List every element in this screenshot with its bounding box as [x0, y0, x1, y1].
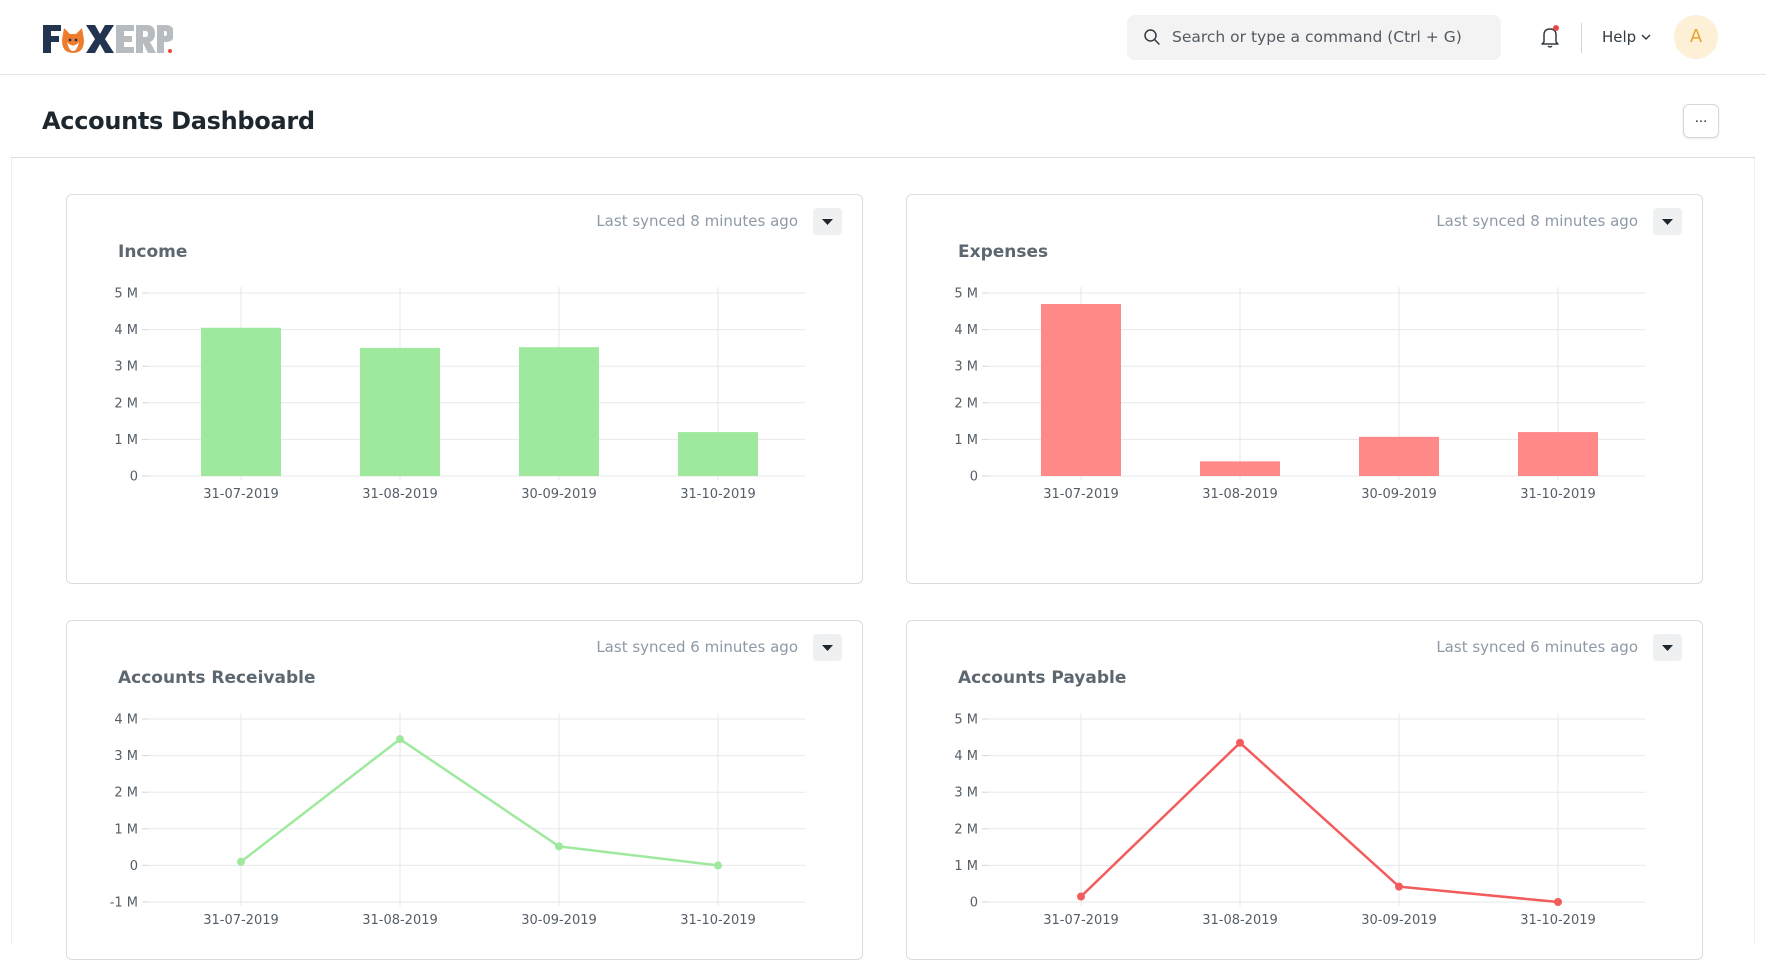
y-tick-label: 4 M	[954, 749, 978, 764]
x-tick-label: 30-09-2019	[521, 487, 597, 502]
page-header: Accounts Dashboard ...	[11, 76, 1755, 158]
widget-title: Expenses	[958, 242, 1049, 262]
data-point[interactable]	[1395, 882, 1403, 891]
bar[interactable]	[360, 347, 440, 476]
last-synced-label: Last synced 6 minutes ago	[1436, 638, 1638, 656]
income-chart-widget: Last synced 8 minutes ago Income 0 1 M 2 M…	[66, 194, 863, 584]
y-tick-label: 4 M	[114, 323, 138, 338]
data-point[interactable]	[714, 861, 722, 870]
y-tick-label: 3 M	[954, 360, 978, 375]
y-tick-label: 3 M	[114, 360, 138, 375]
widget-title: Accounts Payable	[958, 668, 1127, 688]
data-point[interactable]	[555, 842, 563, 851]
widget-title: Income	[118, 242, 188, 262]
search-icon	[1144, 29, 1160, 45]
series-line	[1080, 741, 1559, 904]
data-point[interactable]	[1554, 898, 1562, 906]
more-options-button[interactable]: ...	[1683, 104, 1719, 138]
bar[interactable]	[1359, 436, 1439, 476]
x-tick-label: 31-07-2019	[203, 913, 279, 928]
widget-dropdown-button[interactable]	[1653, 208, 1682, 235]
caret-down-icon	[1662, 219, 1673, 225]
x-tick-label: 31-07-2019	[203, 487, 279, 502]
x-tick-label: 30-09-2019	[1361, 913, 1437, 928]
widget-title: Accounts Receivable	[118, 668, 316, 688]
brand-logo[interactable]	[43, 22, 173, 54]
top-navbar: Search or type a command (Ctrl + G) Help…	[0, 0, 1766, 75]
help-menu[interactable]: Help	[1602, 28, 1637, 46]
data-point[interactable]	[1236, 738, 1244, 747]
accounts-receivable-line-chart: -1 M 0 1 M 2 M 3 M 4 M 31-07-2019 31-08-2019 30-…	[110, 713, 805, 928]
chevron-down-icon[interactable]	[1640, 32, 1652, 42]
x-tick-label: 31-08-2019	[362, 487, 438, 502]
x-tick-label: 31-07-2019	[1043, 913, 1119, 928]
bar[interactable]	[1518, 432, 1598, 476]
navbar-divider	[1581, 23, 1582, 53]
expenses-chart-widget: Last synced 8 minutes ago Expenses 0 1 M 2…	[906, 194, 1703, 584]
x-tick-label: 31-07-2019	[1043, 487, 1119, 502]
caret-down-icon	[822, 645, 833, 651]
caret-down-icon	[1662, 645, 1673, 651]
bar[interactable]	[1041, 303, 1121, 476]
y-tick-label: 5 M	[114, 287, 138, 302]
series-line	[240, 737, 719, 867]
bar[interactable]	[678, 432, 758, 476]
widget-dropdown-button[interactable]	[813, 208, 842, 235]
y-tick-label: 1 M	[954, 433, 978, 448]
notification-dot	[1553, 25, 1559, 31]
accounts-payable-line-chart: 0 1 M 2 M 3 M 4 M 5 M 31-07-2019 31-08-2019 30-0…	[954, 713, 1645, 928]
accounts-receivable-widget: Last synced 6 minutes ago Accounts Recei…	[66, 620, 863, 960]
y-tick-label: 1 M	[114, 822, 138, 837]
bar[interactable]	[519, 347, 599, 476]
y-tick-label: 1 M	[954, 859, 978, 874]
y-tick-label: 0	[130, 470, 138, 485]
y-tick-label: 0	[970, 470, 978, 485]
caret-down-icon	[822, 219, 833, 225]
y-tick-label: 5 M	[954, 287, 978, 302]
user-avatar[interactable]: A	[1674, 15, 1718, 59]
accounts-payable-widget: Last synced 6 minutes ago Accounts Payab…	[906, 620, 1703, 960]
x-tick-label: 31-08-2019	[362, 913, 438, 928]
y-tick-label: 2 M	[114, 786, 138, 801]
x-tick-label: 30-09-2019	[1361, 487, 1437, 502]
bar[interactable]	[201, 327, 281, 476]
x-tick-label: 31-10-2019	[1520, 913, 1596, 928]
x-tick-label: 31-08-2019	[1202, 913, 1278, 928]
y-tick-label: 0	[130, 859, 138, 874]
y-tick-label: 4 M	[114, 713, 138, 728]
widget-dropdown-button[interactable]	[1653, 634, 1682, 661]
y-tick-label: 0	[970, 896, 978, 911]
data-point[interactable]	[1077, 892, 1085, 901]
search-bar[interactable]: Search or type a command (Ctrl + G)	[1127, 15, 1501, 60]
y-tick-label: 2 M	[954, 822, 978, 837]
data-point[interactable]	[237, 857, 245, 866]
expenses-bar-chart: 0 1 M 2 M 3 M 4 M 5 M 31-07-2019 31-08-2019 30-0…	[954, 287, 1645, 502]
y-tick-label: 4 M	[954, 323, 978, 338]
search-placeholder[interactable]: Search or type a command (Ctrl + G)	[1172, 28, 1462, 46]
x-tick-label: 31-10-2019	[680, 487, 756, 502]
x-tick-label: 31-10-2019	[680, 913, 756, 928]
notification-bell-icon[interactable]	[1539, 25, 1561, 49]
x-tick-label: 30-09-2019	[521, 913, 597, 928]
x-tick-label: 31-10-2019	[1520, 487, 1596, 502]
y-tick-label: -1 M	[110, 896, 138, 911]
page-title: Accounts Dashboard	[42, 107, 315, 135]
bar[interactable]	[1200, 461, 1280, 476]
x-tick-label: 31-08-2019	[1202, 487, 1278, 502]
y-tick-label: 1 M	[114, 433, 138, 448]
last-synced-label: Last synced 6 minutes ago	[596, 638, 798, 656]
widget-dropdown-button[interactable]	[813, 634, 842, 661]
y-tick-label: 2 M	[114, 396, 138, 411]
y-tick-label: 3 M	[114, 749, 138, 764]
income-bar-chart: 0 1 M 2 M 3 M 4 M 5 M 31-07-2019 31-08-2019 30-0…	[114, 287, 805, 502]
y-tick-label: 5 M	[954, 713, 978, 728]
last-synced-label: Last synced 8 minutes ago	[1436, 212, 1638, 230]
last-synced-label: Last synced 8 minutes ago	[596, 212, 798, 230]
data-point[interactable]	[396, 735, 404, 744]
y-tick-label: 3 M	[954, 786, 978, 801]
y-tick-label: 2 M	[954, 396, 978, 411]
